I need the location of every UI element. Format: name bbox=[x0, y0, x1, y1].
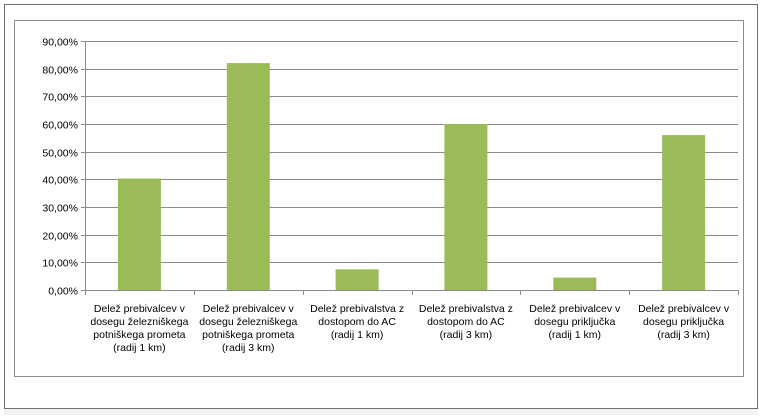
x-category-label: Delež prebivalcev v dosegu železniškega po… bbox=[90, 303, 188, 354]
x-category-label-line: (radij 1 km) bbox=[113, 342, 166, 354]
x-category-label-line: potniškega prometa bbox=[93, 329, 185, 341]
x-category-label: Delež prebivalcev v dosegu priključka (rad… bbox=[529, 303, 621, 341]
bottom-strip bbox=[4, 409, 758, 415]
x-category-label-line: Delež prebivalstva z bbox=[310, 303, 404, 315]
bar bbox=[117, 178, 161, 290]
x-category-label-line: (radij 1 km) bbox=[331, 329, 384, 341]
x-category-label-line: (radij 3 km) bbox=[222, 342, 275, 354]
y-tick-label: 70,00% bbox=[42, 92, 78, 104]
x-category-label: Delež prebivalstva z dostopom do AC (radij… bbox=[310, 303, 404, 341]
x-category-label-line: dosegu železniškega bbox=[90, 316, 188, 328]
x-category-label: Delež prebivalstva z dostopom do AC (radij… bbox=[419, 303, 513, 341]
x-category-label-line: Delež prebivalcev v bbox=[529, 303, 621, 315]
y-tick-label: 80,00% bbox=[42, 65, 78, 77]
bar bbox=[662, 135, 706, 290]
y-tick-label: 20,00% bbox=[42, 231, 78, 243]
x-category-label-line: dostopom do AC bbox=[427, 316, 505, 328]
bars bbox=[117, 63, 706, 291]
x-category-label-line: potniškega prometa bbox=[202, 329, 294, 341]
y-tick-label: 90,00% bbox=[42, 37, 78, 49]
x-category-label-line: (radij 1 km) bbox=[549, 329, 602, 341]
x-category-label-line: Delež prebivalcev v bbox=[94, 303, 186, 315]
x-category-label: Delež prebivalcev v dosegu železniškega po… bbox=[199, 303, 297, 354]
x-category-label-line: dosegu železniškega bbox=[199, 316, 297, 328]
x-category-label-line: (radij 3 km) bbox=[657, 329, 710, 341]
gridlines bbox=[85, 41, 738, 263]
axes bbox=[81, 41, 739, 295]
x-category-labels: Delež prebivalcev v dosegu železniškega po… bbox=[90, 303, 730, 354]
x-category-label-line: Delež prebivalcev v bbox=[638, 303, 730, 315]
x-category-label-line: (radij 3 km) bbox=[440, 329, 493, 341]
y-tick-label: 60,00% bbox=[42, 120, 78, 132]
y-tick-label: 50,00% bbox=[42, 148, 78, 160]
x-category-label-line: dostopom do AC bbox=[318, 316, 396, 328]
x-category-label-line: Delež prebivalstva z bbox=[419, 303, 513, 315]
x-category-label: Delež prebivalcev v dosegu priključka (rad… bbox=[638, 303, 730, 341]
y-tick-label: 10,00% bbox=[42, 258, 78, 270]
x-category-label-line: dosegu priključka bbox=[643, 316, 724, 328]
y-tick-labels: 0,00% 10,00% 20,00% 30,00% 40,00% 50,00% 60,00… bbox=[42, 37, 78, 298]
bar bbox=[444, 124, 488, 290]
y-tick-label: 30,00% bbox=[42, 203, 78, 215]
y-tick-label: 40,00% bbox=[42, 175, 78, 187]
bar bbox=[226, 63, 270, 290]
bar bbox=[335, 269, 379, 291]
x-category-label-line: Delež prebivalcev v bbox=[203, 303, 295, 315]
y-tick-label: 0,00% bbox=[48, 286, 78, 298]
x-category-label-line: dosegu priključka bbox=[534, 316, 615, 328]
bar bbox=[553, 277, 597, 290]
